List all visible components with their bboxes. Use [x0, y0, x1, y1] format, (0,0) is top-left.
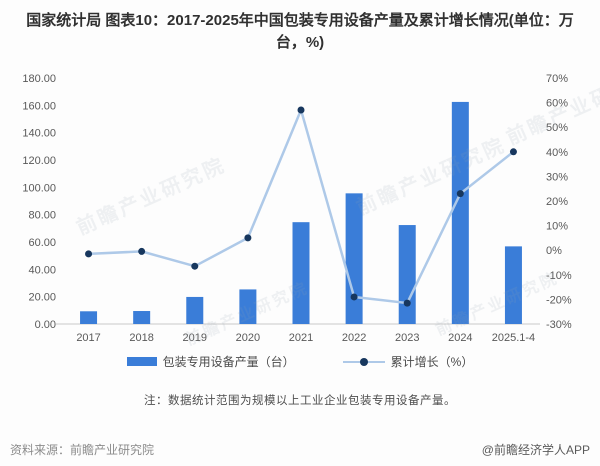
chart-note: 注：数据统计范围为规模以上工业企业包装专用设备产量。 — [144, 395, 456, 407]
left-axis-tick: 20.00 — [28, 292, 56, 304]
right-axis-tick: -20% — [546, 294, 572, 306]
growth-point-2024 — [456, 190, 464, 198]
bar-2017 — [80, 311, 98, 324]
growth-point-2017 — [85, 250, 93, 258]
growth-point-2019 — [191, 262, 199, 270]
left-axis-tick: 100.00 — [22, 182, 56, 194]
bar-2018 — [133, 311, 151, 324]
bar-2023 — [398, 225, 416, 324]
bar-2025.1-4 — [504, 246, 522, 324]
bar-2021 — [292, 222, 310, 324]
right-axis-tick: 60% — [546, 98, 568, 110]
x-axis-label: 2019 — [183, 332, 207, 344]
chart-title: 国家统计局 图表10：2017-2025年中国包装专用设备产量及累计增长情况(单… — [26, 12, 574, 51]
legend-item-growth: 累计增长（%） — [342, 353, 474, 370]
chart-canvas: 180.00 160.00 140.00 120.00 100.00 80.00 60.00… — [22, 73, 572, 344]
left-axis-tick: 120.00 — [22, 155, 56, 167]
legend-label-growth: 累计增长（%） — [390, 355, 474, 369]
chart-legend: 包装专用设备产量（台） 累计增长（%） — [0, 353, 600, 370]
left-axis-tick: 40.00 — [28, 264, 56, 276]
x-axis-label: 2021 — [289, 332, 313, 344]
left-axis-tick: 140.00 — [22, 128, 56, 140]
left-axis-tick: 80.00 — [28, 210, 56, 222]
right-axis-tick: 50% — [546, 122, 568, 134]
right-axis-tick: 10% — [546, 221, 568, 233]
line-swatch-icon — [342, 357, 385, 366]
bar-2020 — [239, 289, 257, 324]
growth-point-2025.1-4 — [509, 148, 517, 156]
footer-credit: @前瞻经济学人APP — [481, 443, 590, 457]
right-axis-tick: -10% — [546, 270, 572, 282]
right-axis-tick: -30% — [546, 319, 572, 331]
growth-point-2023 — [403, 299, 411, 307]
x-axis-label: 2022 — [342, 332, 366, 344]
bar-2019 — [186, 296, 204, 324]
footer-source: 资料来源：前瞻产业研究院 — [10, 443, 155, 457]
bar-swatch-icon — [126, 357, 157, 366]
right-axis-tick: 0% — [546, 245, 562, 257]
left-axis-tick: 60.00 — [28, 237, 56, 249]
growth-point-2021 — [297, 106, 305, 114]
x-axis-label: 2025.1-4 — [492, 332, 535, 344]
bar-2024 — [451, 101, 469, 324]
right-axis-tick: 70% — [546, 73, 568, 85]
left-axis-tick: 160.00 — [22, 100, 56, 112]
growth-point-2022 — [350, 293, 358, 301]
footer: 资料来源：前瞻产业研究院 @前瞻经济学人APP — [10, 441, 590, 458]
legend-item-production: 包装专用设备产量（台） — [126, 353, 295, 370]
bar-2022 — [345, 193, 363, 324]
left-axis-tick: 180.00 — [22, 73, 56, 85]
x-axis-label: 2023 — [395, 332, 419, 344]
right-axis-tick: 20% — [546, 196, 568, 208]
x-axis-label: 2024 — [448, 332, 472, 344]
right-axis-tick: 40% — [546, 147, 568, 159]
left-axis-tick: 0.00 — [35, 319, 56, 331]
x-axis-label: 2020 — [236, 332, 260, 344]
x-axis-label: 2017 — [76, 332, 100, 344]
growth-point-2020 — [244, 234, 252, 242]
legend-label-production: 包装专用设备产量（台） — [162, 355, 295, 369]
growth-point-2018 — [138, 247, 146, 255]
x-axis-label: 2018 — [129, 332, 153, 344]
right-axis-tick: 30% — [546, 171, 568, 183]
